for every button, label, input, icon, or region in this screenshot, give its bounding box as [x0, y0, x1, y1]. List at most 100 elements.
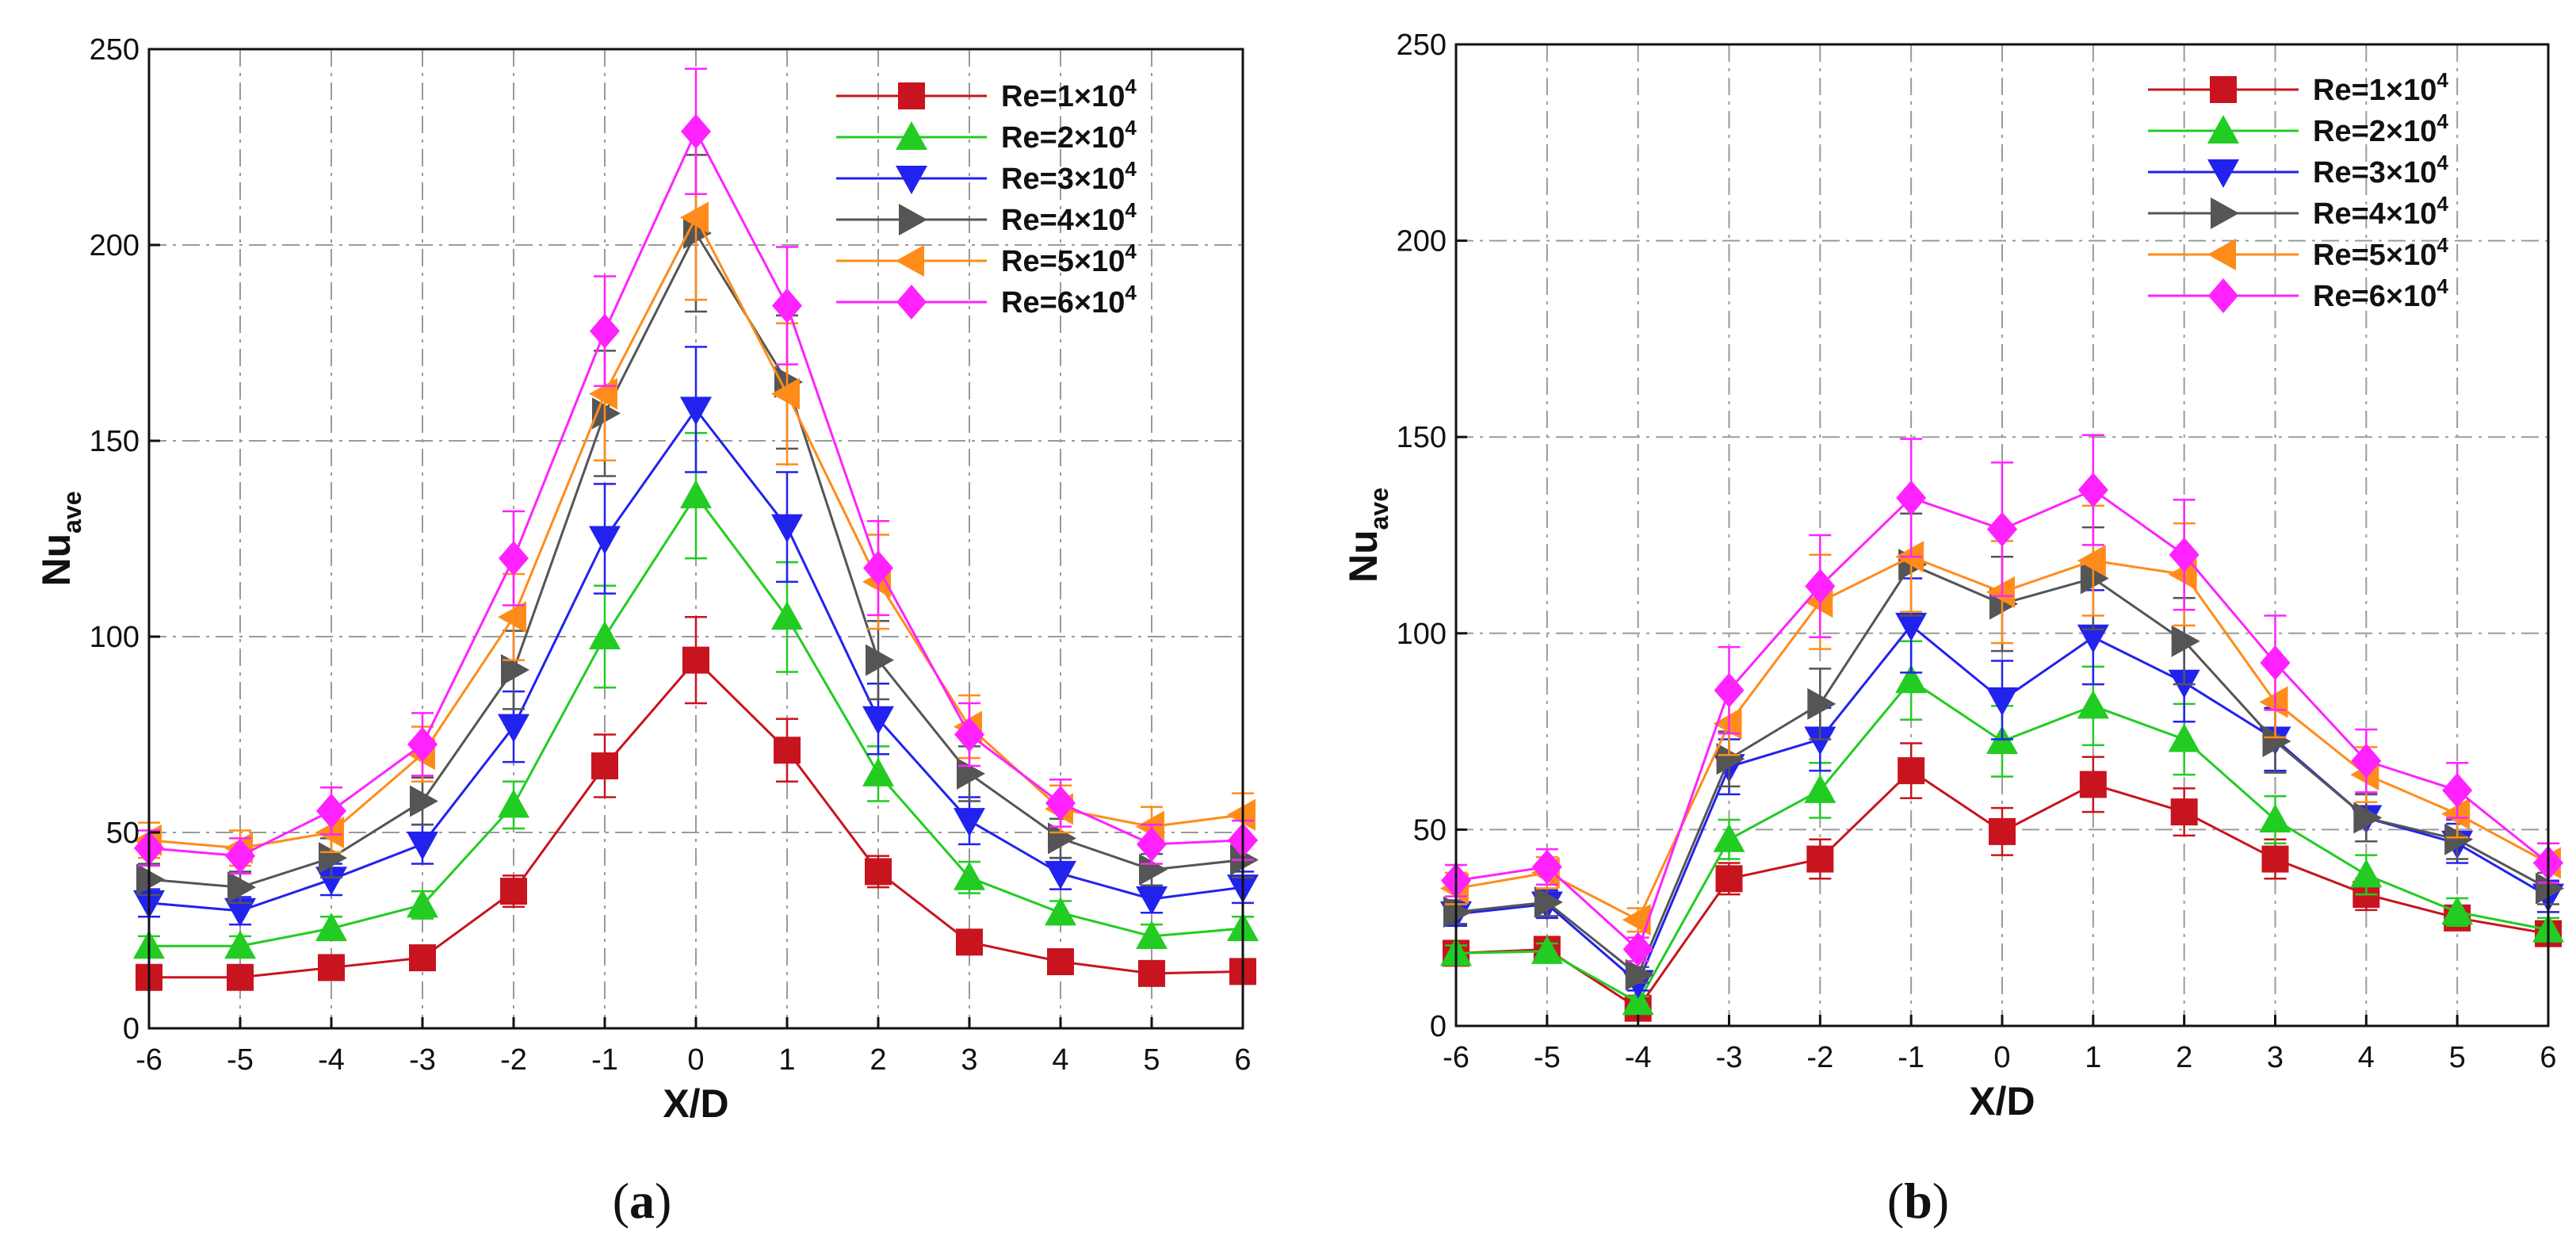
chart-a-legend-marker-2: [896, 121, 927, 150]
chart-b-series-4-point-8: [2171, 625, 2200, 657]
chart-a-legend-label-3-sup: 4: [1125, 157, 1137, 181]
chart-a-series-4-point-4: [501, 653, 529, 686]
chart-a-ytick-label-4: 200: [90, 229, 140, 262]
chart-b-series-6-point-4: [1805, 568, 1836, 604]
panel-label-a-text: a: [629, 1173, 655, 1229]
chart-a-xtick-label-0: -6: [136, 1043, 162, 1077]
chart-b-xtick-label-10: 4: [2358, 1041, 2375, 1074]
chart-b-series-4-point-3: [1716, 743, 1745, 775]
chart-a-xtick-label-5: -1: [591, 1043, 618, 1077]
chart-b-series-2-point-2: [1622, 986, 1654, 1016]
chart-b-series-6-point-11: [2442, 772, 2473, 808]
chart-a-series-5-point-6: [680, 201, 709, 234]
chart-b-legend-label-1-base: Re=1×10: [2313, 74, 2436, 107]
chart-a-series-1-point-11: [1138, 959, 1165, 987]
chart-b-series-5-point-8: [2168, 558, 2197, 591]
chart-a-legend-label-2-sup: 4: [1125, 116, 1137, 140]
chart-a-series-3-point-4: [498, 714, 529, 743]
chart-a-series-5-point-12: [1227, 798, 1256, 831]
chart-a-series-3-point-11: [1136, 886, 1168, 915]
chart-a-series-3-point-6: [680, 396, 712, 426]
chart-a-series-6-point-5: [590, 313, 620, 349]
chart-b-series-3-point-4: [1804, 726, 1836, 756]
chart-b-xtick-label-7: 1: [2085, 1041, 2101, 1074]
chart-b-series-6-point-2: [1622, 932, 1653, 967]
chart-a-ylabel: Nuave: [34, 491, 86, 586]
chart-a-series-2: [133, 431, 1259, 959]
chart-a-xtick-label-7: 1: [778, 1043, 795, 1077]
chart-b-series-1-point-5: [1898, 757, 1925, 785]
chart-a-series-1-point-4: [500, 878, 527, 905]
chart-b-series-2-point-5: [1895, 664, 1928, 694]
chart-b-series-5-point-2: [1622, 904, 1651, 936]
chart-a-series-3-point-7: [771, 514, 803, 543]
chart-a-series-4-point-2: [319, 842, 347, 874]
chart-a-legend: Re=1×104Re=2×104Re=3×104Re=4×104Re=5×104…: [836, 75, 1137, 320]
chart-a-legend-label-2-base: Re=2×10: [1001, 121, 1125, 155]
chart-b-series-4-point-4: [1807, 687, 1836, 720]
chart-a-series-2-point-8: [862, 757, 894, 786]
chart-a-ytick-label-5: 250: [90, 33, 140, 67]
chart-b-xtick-label-3: -3: [1716, 1041, 1743, 1074]
chart-b-series-6-point-3: [1714, 672, 1745, 708]
chart-a-series-1-point-8: [865, 858, 892, 886]
chart-a-series-4-point-6: [683, 217, 712, 250]
chart-a-series-6-point-4: [499, 541, 529, 576]
chart-b-legend-label-6: Re=6×104: [2313, 274, 2448, 313]
chart-a-series-1-point-7: [774, 737, 801, 764]
chart-a-series-2-point-9: [954, 861, 985, 890]
chart-b-series-1-point-8: [2170, 798, 2198, 826]
chart-a-series-4-point-11: [1139, 853, 1168, 886]
chart-b-legend-marker-1: [2210, 76, 2237, 103]
chart-a-legend-marker-4: [899, 204, 927, 235]
chart-a-series-1-point-6: [682, 646, 709, 674]
chart-a-series-5-point-7: [771, 377, 800, 410]
chart-a-series-2-point-1: [224, 930, 256, 959]
chart-a-series-1: [136, 616, 1256, 991]
chart-a-series-6-point-7: [772, 288, 802, 323]
chart-b-series-2-point-1: [1531, 935, 1563, 964]
panel-label-b-text: b: [1904, 1173, 1932, 1229]
chart-b-series-5-point-11: [2441, 798, 2471, 830]
chart-a-ytick-label-0: 0: [123, 1012, 140, 1046]
chart-a-xtick-label-12: 6: [1234, 1043, 1251, 1077]
chart-b-series-2-point-7: [2077, 690, 2109, 719]
chart-a-series-2-point-2: [315, 913, 347, 942]
chart-b-legend-label-2-base: Re=2×10: [2313, 115, 2436, 148]
chart-b-legend-label-4: Re=4×104: [2313, 192, 2448, 231]
chart-a-series-2-point-5: [589, 621, 621, 649]
chart-b-xtick-label-12: 6: [2540, 1041, 2556, 1074]
chart-a-legend-label-2: Re=2×104: [1001, 116, 1137, 155]
chart-a-legend-marker-3: [896, 166, 927, 194]
chart-a-legend-label-4-base: Re=4×10: [1001, 204, 1125, 237]
panel-label-a: (a): [612, 1173, 672, 1229]
chart-b-series-4-point-1: [1534, 886, 1563, 919]
chart-a-legend-label-3-base: Re=3×10: [1001, 163, 1125, 196]
chart-b-ytick-label-4: 200: [1397, 225, 1447, 258]
chart-a-legend-label-6-sup: 4: [1125, 281, 1137, 304]
chart-a-xtick-label-4: -2: [500, 1043, 527, 1077]
chart-a-series-1-point-5: [591, 752, 618, 780]
chart-b-legend-marker-2: [2207, 115, 2239, 144]
chart-b-xtick-label-1: -5: [1534, 1041, 1561, 1074]
chart-b-series-6-point-7: [2077, 473, 2108, 508]
chart-b-series-6-point-1: [1531, 849, 1562, 885]
chart-a-series-1-point-9: [956, 928, 983, 956]
chart-b-series-4: [1443, 512, 2564, 991]
chart-a-series-3-point-3: [407, 831, 438, 860]
chart-b-legend-label-2: Re=2×104: [2313, 109, 2448, 148]
chart-b-series-6-point-8: [2169, 537, 2200, 572]
chart-b-xtick-label-0: -6: [1443, 1041, 1470, 1074]
chart-b-xtick-label-4: -2: [1806, 1041, 1833, 1074]
chart-a-series-2-point-11: [1136, 920, 1168, 949]
chart-b-series-5-point-3: [1713, 707, 1742, 740]
chart-a-series-6-point-6: [681, 113, 711, 149]
chart-b-xtick-label-8: 2: [2176, 1041, 2192, 1074]
chart-b-xtick-label-9: 3: [2267, 1041, 2284, 1074]
chart-b-series-2-point-10: [2350, 859, 2383, 888]
chart-b-series-6: [1441, 434, 2563, 967]
chart-b-ytick-label-3: 150: [1397, 421, 1447, 454]
chart-b-legend-label-3-base: Re=3×10: [2313, 156, 2436, 189]
chart-a-series-6-point-8: [863, 550, 893, 586]
